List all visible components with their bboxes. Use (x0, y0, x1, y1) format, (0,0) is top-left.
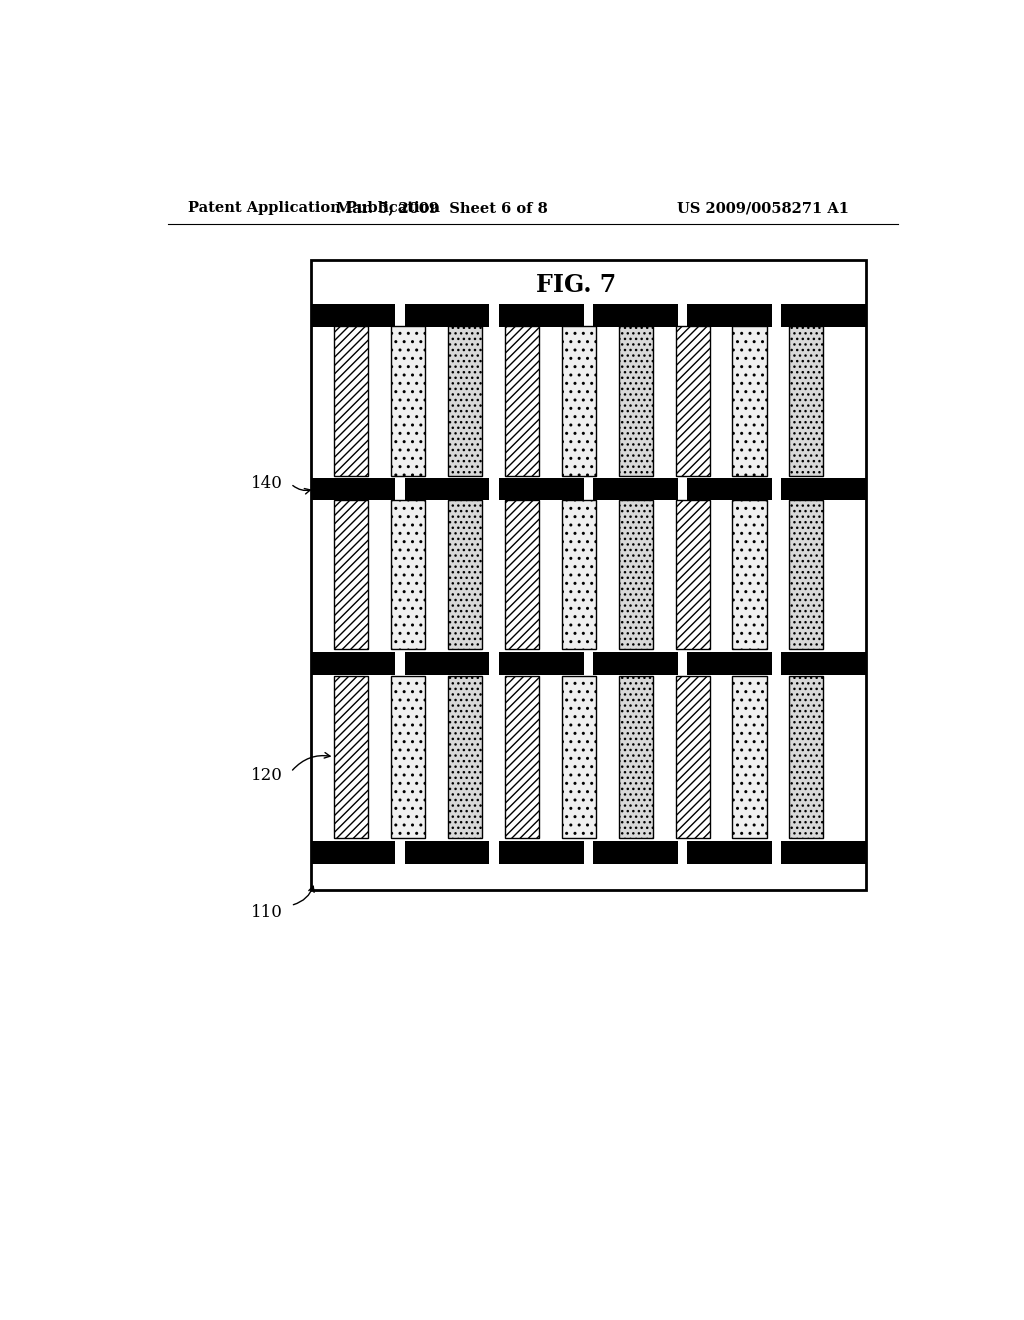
Bar (676, 326, 710, 475)
Bar (618, 326, 653, 475)
Bar (334, 676, 369, 838)
Text: 140: 140 (251, 475, 283, 492)
Bar (790, 676, 823, 838)
Bar (499, 478, 584, 500)
Bar (449, 676, 482, 838)
Bar (687, 652, 772, 675)
Text: Patent Application Publication: Patent Application Publication (187, 201, 439, 215)
Text: 110: 110 (251, 904, 283, 921)
Bar (499, 305, 584, 326)
Bar (781, 478, 866, 500)
Bar (391, 326, 425, 475)
Bar (781, 841, 866, 863)
Bar (404, 841, 489, 863)
Bar (593, 305, 678, 326)
Bar (562, 326, 596, 475)
Bar (310, 841, 395, 863)
Bar (562, 499, 596, 649)
Bar (732, 326, 767, 475)
Bar (781, 305, 866, 326)
Bar (449, 499, 482, 649)
Bar (593, 841, 678, 863)
Bar (310, 478, 395, 500)
Bar (505, 499, 539, 649)
Bar (687, 841, 772, 863)
Bar (676, 499, 710, 649)
Bar (334, 499, 369, 649)
Bar (449, 326, 482, 475)
Text: Mar. 5, 2009  Sheet 6 of 8: Mar. 5, 2009 Sheet 6 of 8 (336, 201, 548, 215)
Bar (404, 305, 489, 326)
Bar (310, 305, 395, 326)
Bar (310, 260, 866, 890)
Bar (593, 478, 678, 500)
Bar (687, 478, 772, 500)
Bar (562, 676, 596, 838)
Text: 120: 120 (251, 767, 283, 784)
Bar (499, 652, 584, 675)
Bar (790, 326, 823, 475)
Bar (391, 676, 425, 838)
Bar (618, 499, 653, 649)
Bar (310, 652, 395, 675)
Bar (732, 676, 767, 838)
Bar (618, 676, 653, 838)
Bar (334, 326, 369, 475)
Bar (687, 305, 772, 326)
Text: US 2009/0058271 A1: US 2009/0058271 A1 (677, 201, 849, 215)
Bar (505, 326, 539, 475)
Bar (499, 841, 584, 863)
Bar (404, 478, 489, 500)
Bar (505, 676, 539, 838)
Bar (593, 652, 678, 675)
Bar (676, 676, 710, 838)
Bar (391, 499, 425, 649)
Bar (781, 652, 866, 675)
Bar (732, 499, 767, 649)
Text: FIG. 7: FIG. 7 (537, 273, 616, 297)
Bar (404, 652, 489, 675)
Bar (790, 499, 823, 649)
